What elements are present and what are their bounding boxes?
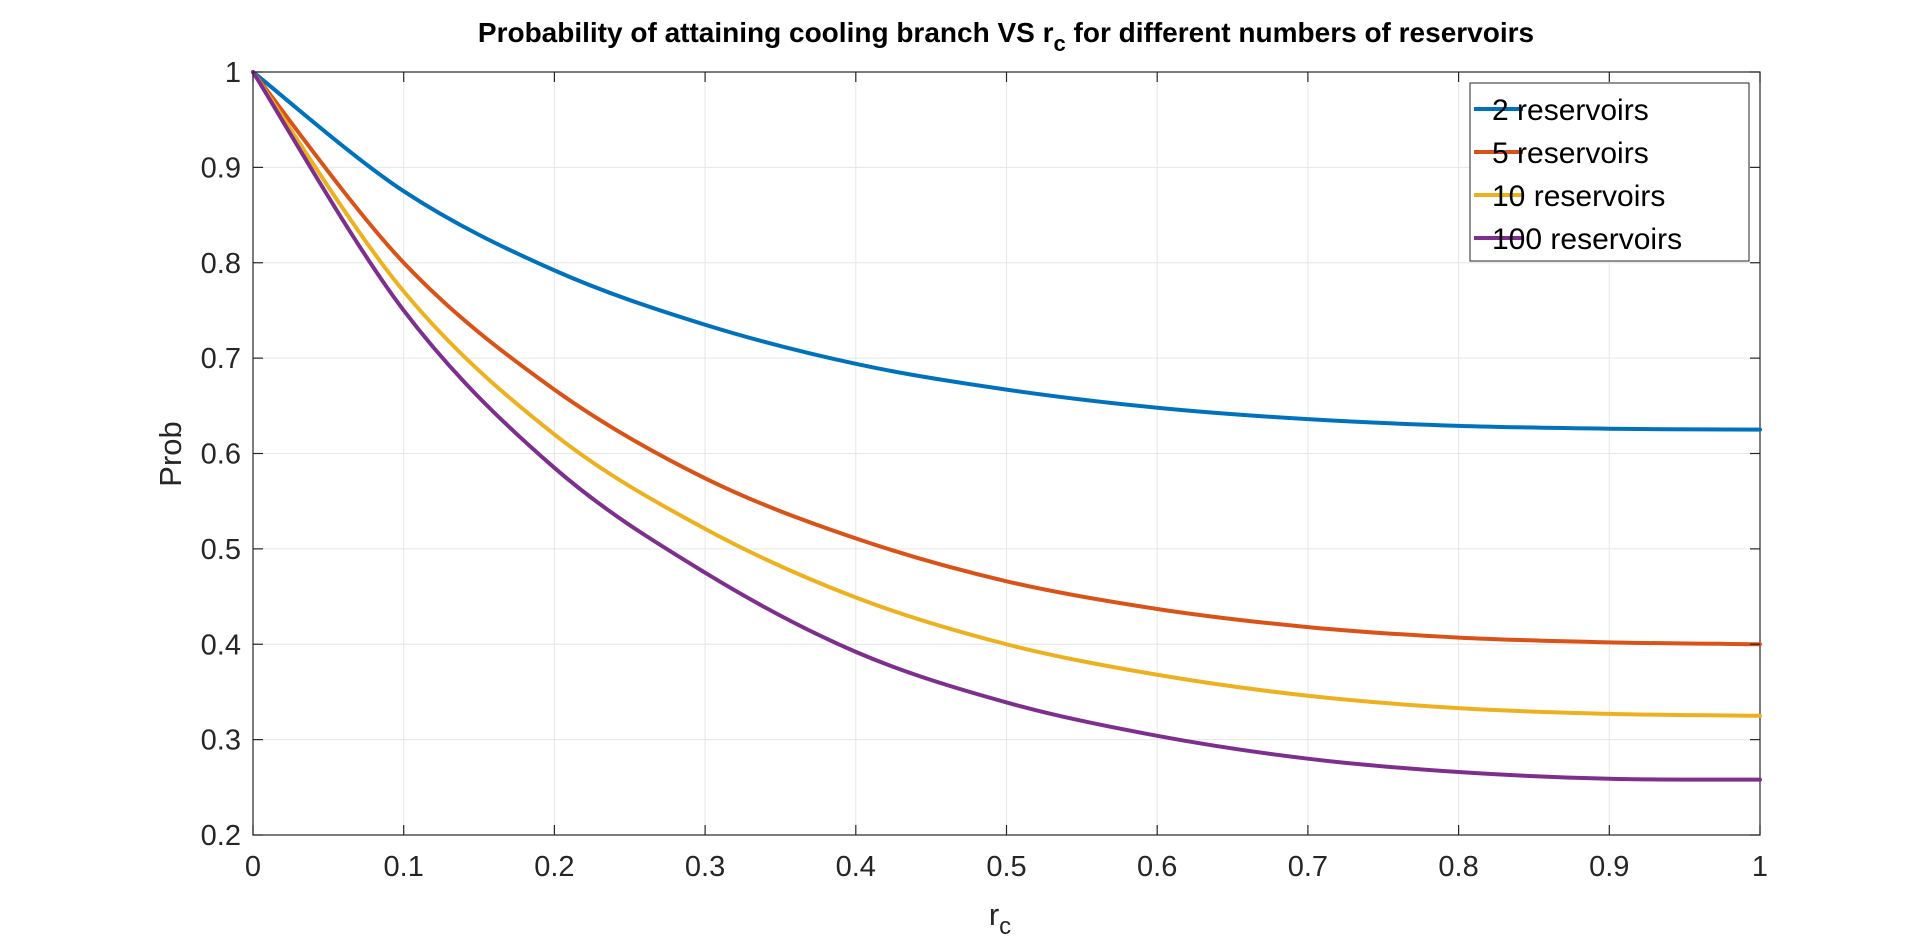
y-tick-label: 0.5 — [201, 534, 241, 566]
x-tick-label: 0.5 — [986, 851, 1026, 883]
legend-entry-3: 10 reservoirs — [1492, 180, 1665, 213]
y-tick-label: 0.6 — [201, 439, 241, 471]
legend-entry-2: 5 reservoirs — [1492, 137, 1649, 170]
y-tick-label: 0.9 — [201, 152, 241, 184]
y-axis-ticks: 0.2 0.3 0.4 0.5 0.6 0.7 0.8 0.9 1 — [201, 57, 1760, 852]
x-tick-label: 0.4 — [836, 851, 876, 883]
series-line-2 — [251, 70, 1762, 647]
y-tick-label: 1 — [225, 57, 241, 89]
series-line-3 — [251, 70, 1762, 718]
legend-entry-4: 100 reservoirs — [1492, 223, 1682, 256]
y-tick-label: 0.4 — [201, 629, 241, 661]
x-tick-label: 0.9 — [1589, 851, 1629, 883]
series-lines — [251, 70, 1762, 782]
x-axis-ticks: 0 0.1 0.2 0.3 0.4 0.5 0.6 0.7 0.8 0.9 1 — [245, 72, 1768, 883]
y-axis-label: Prob — [153, 421, 188, 486]
x-tick-label: 0.6 — [1137, 851, 1177, 883]
x-tick-label: 1 — [1752, 851, 1768, 883]
legend-box — [1469, 82, 1750, 262]
x-axis-label: rc — [989, 897, 1011, 936]
chart-title: Probability of attaining cooling branch … — [478, 17, 1534, 56]
legend: 2 reservoirs 5 reservoirs 10 reservoirs 100… — [1469, 82, 1750, 262]
x-tick-label: 0.1 — [384, 851, 424, 883]
x-tick-label: 0.2 — [534, 851, 574, 883]
y-tick-label: 0.7 — [201, 343, 241, 375]
x-tick-label: 0.3 — [685, 851, 725, 883]
x-tick-label: 0.7 — [1288, 851, 1328, 883]
y-tick-label: 0.3 — [201, 725, 241, 757]
series-line-1 — [251, 70, 1762, 432]
x-tick-label: 0.8 — [1438, 851, 1478, 883]
y-tick-label: 0.2 — [201, 820, 241, 852]
series-line-4 — [251, 70, 1762, 782]
legend-entry-1: 2 reservoirs — [1492, 94, 1649, 127]
x-tick-label: 0 — [245, 851, 261, 883]
y-tick-label: 0.8 — [201, 248, 241, 280]
